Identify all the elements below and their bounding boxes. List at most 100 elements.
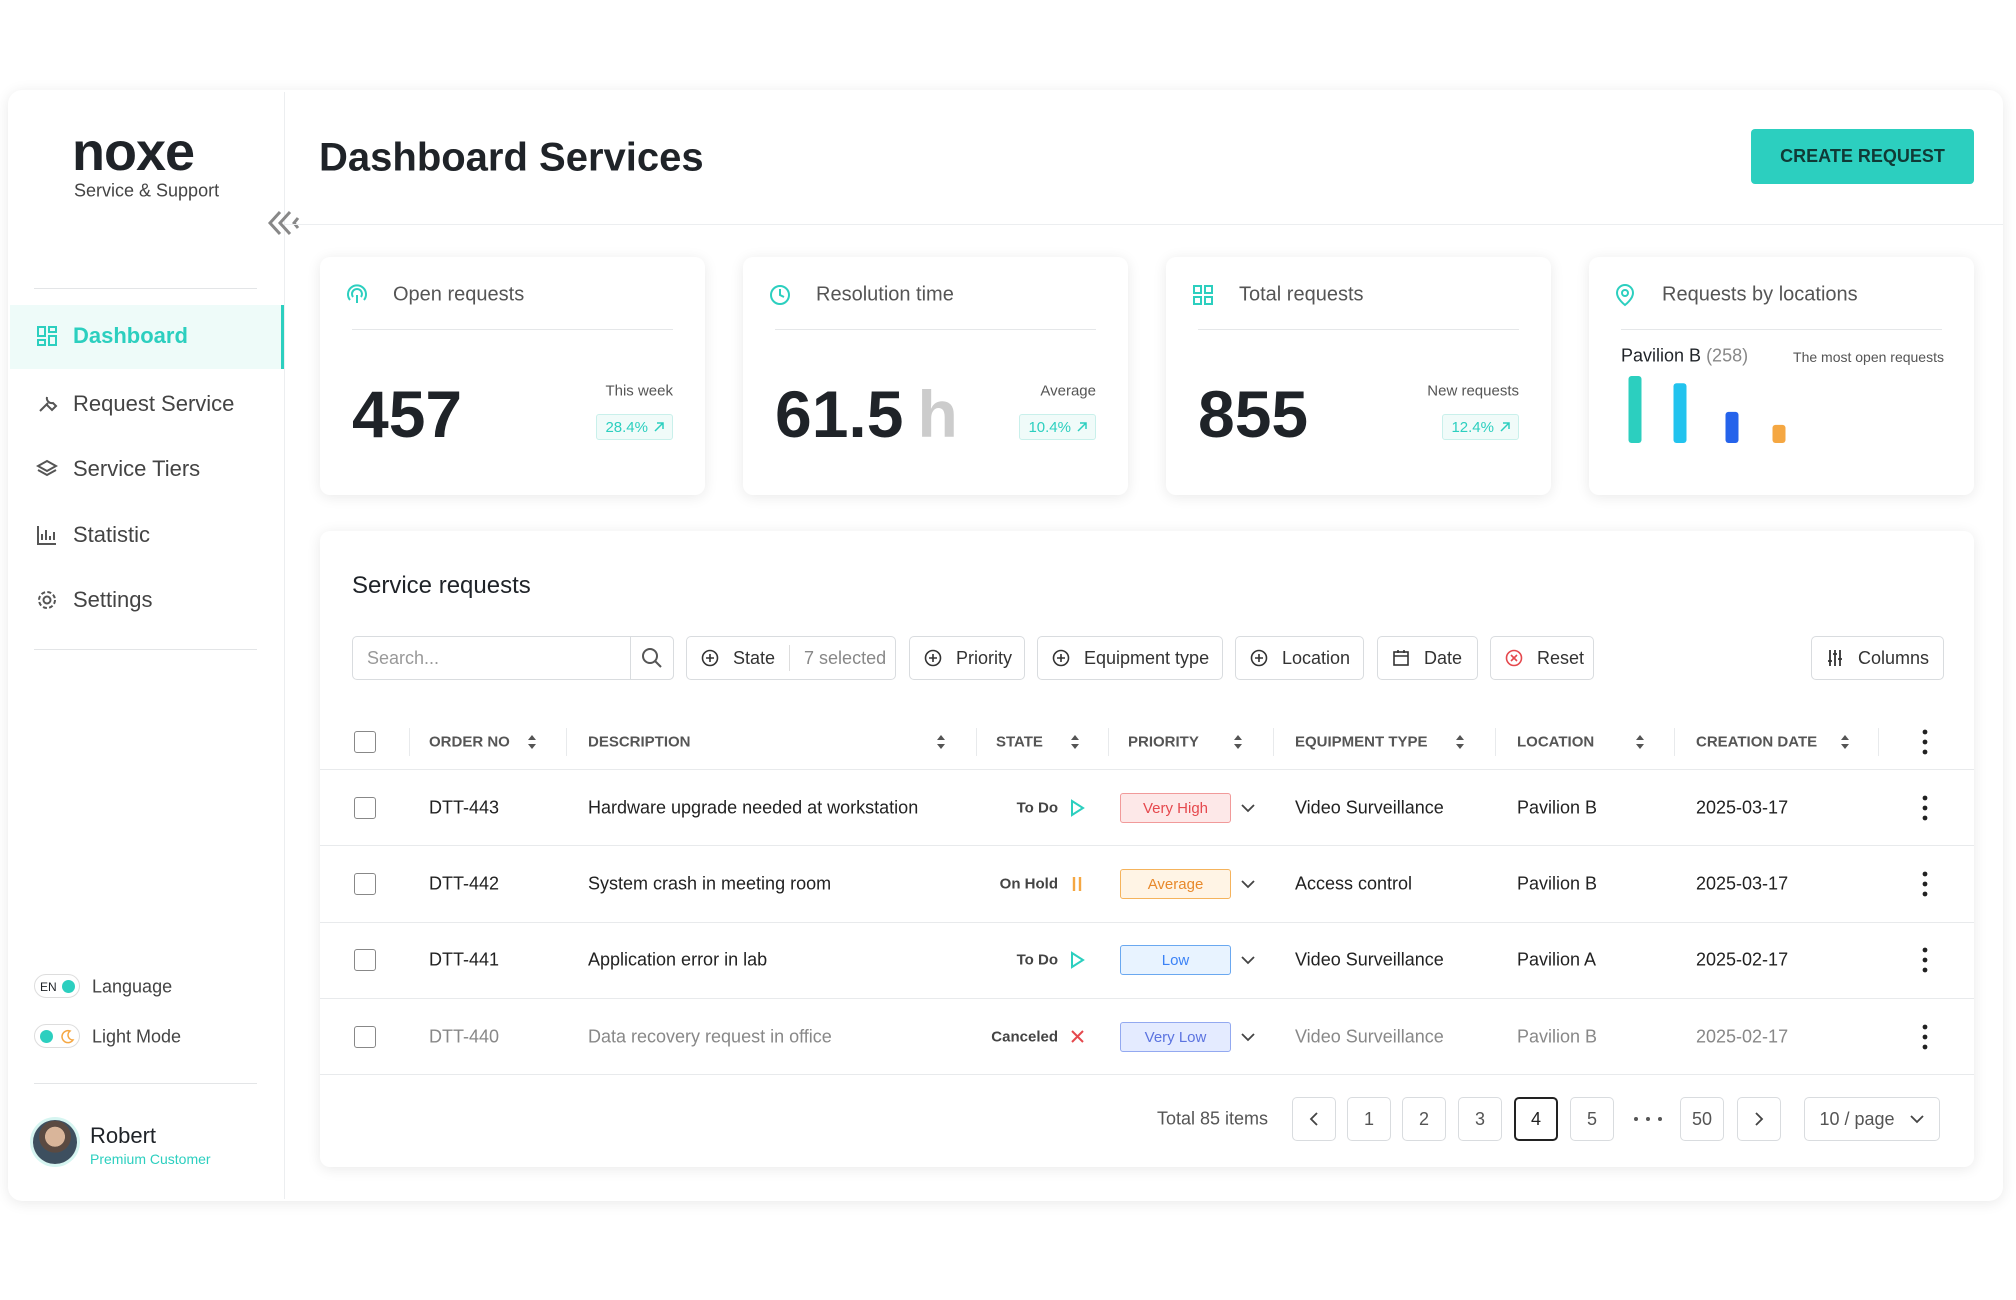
column-header[interactable]: ORDER NO: [429, 733, 510, 751]
stat-number: 457: [352, 377, 463, 451]
row-checkbox[interactable]: [354, 949, 376, 971]
nav-icon: [37, 526, 56, 545]
next-page[interactable]: [1737, 1097, 1781, 1141]
search-button[interactable]: [630, 636, 674, 680]
priority-dropdown: [1241, 880, 1255, 889]
sort-icon: [1636, 735, 1644, 749]
chevron-right: [1755, 1112, 1764, 1126]
divider: [34, 649, 257, 650]
description: Hardware upgrade needed at workstation: [588, 797, 919, 818]
column-separator: [409, 728, 410, 756]
column-separator: [566, 728, 567, 756]
page-button[interactable]: 4: [1514, 1097, 1558, 1141]
columns-button[interactable]: Columns: [1811, 636, 1944, 680]
stat-change: 10.4%: [1019, 414, 1096, 440]
chevron-down: [1909, 1115, 1924, 1124]
page-size-select[interactable]: 10 / page: [1804, 1097, 1940, 1141]
location-icon: [1615, 283, 1635, 307]
language-toggle[interactable]: EN: [34, 974, 80, 998]
state-filter[interactable]: State 7 selected: [686, 636, 896, 680]
row-checkbox[interactable]: [354, 1026, 376, 1048]
state-label: To Do: [1016, 799, 1058, 817]
row-checkbox[interactable]: [354, 797, 376, 819]
order-no: DTT-443: [429, 797, 500, 818]
requests-card: Service requests Search... State 7 select…: [320, 531, 1974, 1167]
sort-icon: [937, 735, 945, 749]
nav-item[interactable]: Service Tiers: [73, 456, 201, 481]
nav-item[interactable]: Dashboard: [73, 323, 188, 348]
page-button[interactable]: 2: [1402, 1097, 1446, 1141]
location: Pavilion A: [1517, 949, 1597, 970]
priority-badge[interactable]: Very High: [1120, 793, 1231, 823]
divider: [34, 1083, 257, 1084]
equipment-filter[interactable]: Equipment type: [1037, 636, 1223, 680]
date-filter[interactable]: Date: [1377, 636, 1478, 680]
nav-item[interactable]: Request Service: [73, 391, 235, 416]
mode-toggle[interactable]: [34, 1024, 80, 1048]
row-menu: [1922, 947, 1928, 973]
creation-date: 2025-02-17: [1696, 949, 1789, 970]
row-divider: [320, 769, 1974, 770]
state-icon: [1071, 799, 1085, 817]
filter-icon: [1052, 649, 1070, 667]
priority-badge[interactable]: Low: [1120, 945, 1231, 975]
location: Pavilion B: [1517, 797, 1598, 818]
page-button[interactable]: 3: [1458, 1097, 1502, 1141]
filter-icon: [1828, 650, 1842, 666]
nav-item[interactable]: Settings: [73, 587, 153, 612]
sort-icon: [528, 735, 536, 749]
equipment-type: Video Surveillance: [1295, 949, 1444, 970]
column-header[interactable]: PRIORITY: [1128, 733, 1199, 751]
locations-card: Requests by locations Pavilion B (258) T…: [1589, 257, 1974, 495]
priority-badge[interactable]: Average: [1120, 869, 1231, 899]
search-icon: [642, 648, 662, 668]
nav-icon: [39, 396, 58, 412]
change-value: 28.4%: [605, 418, 648, 436]
equipment-type: Video Surveillance: [1295, 1026, 1444, 1047]
card-title: Resolution time: [816, 283, 954, 306]
filter-label: Equipment type: [1084, 647, 1210, 668]
card-divider: [1198, 329, 1519, 330]
priority-filter[interactable]: Priority: [909, 636, 1025, 680]
toggle-knob: [40, 1030, 53, 1043]
stat-value: 457: [352, 376, 462, 452]
creation-date: 2025-03-17: [1696, 797, 1789, 818]
select-all-checkbox[interactable]: [354, 731, 376, 753]
page-button[interactable]: 50: [1680, 1097, 1724, 1141]
column-separator: [976, 728, 977, 756]
location-filter[interactable]: Location: [1235, 636, 1364, 680]
row-divider: [320, 845, 1974, 846]
stat-change: 28.4%: [596, 414, 673, 440]
nav-item[interactable]: Statistic: [73, 522, 151, 547]
collapse-button[interactable]: [266, 208, 306, 238]
stat-card: Open requests 457 This week 28.4%: [320, 257, 705, 495]
location-bar: [1628, 376, 1642, 443]
filter-label: Location: [1282, 647, 1351, 668]
priority-dropdown: [1241, 956, 1255, 965]
create-request-button[interactable]: CREATE REQUEST: [1751, 129, 1974, 184]
arrow-icon: [1500, 422, 1510, 432]
card-divider: [1621, 329, 1942, 330]
column-separator: [1495, 728, 1496, 756]
page-button[interactable]: 1: [1347, 1097, 1391, 1141]
reset-button[interactable]: Reset: [1490, 636, 1594, 680]
row-checkbox[interactable]: [354, 873, 376, 895]
page-button[interactable]: 5: [1570, 1097, 1614, 1141]
search-input[interactable]: Search...: [352, 636, 674, 680]
stat-number: 855: [1198, 377, 1309, 451]
state-icon: [1072, 877, 1082, 891]
prev-page[interactable]: [1292, 1097, 1336, 1141]
mode-label: Light Mode: [92, 1026, 182, 1047]
filter-icon: [1505, 649, 1523, 667]
stat-value: 61.5 h: [775, 376, 958, 452]
column-header[interactable]: STATE: [996, 733, 1043, 751]
column-header[interactable]: CREATION DATE: [1696, 733, 1818, 751]
column-header[interactable]: LOCATION: [1517, 733, 1595, 751]
filter-label: Columns: [1858, 647, 1930, 668]
logo: noxe: [72, 122, 195, 182]
column-header[interactable]: DESCRIPTION: [588, 733, 691, 751]
column-header[interactable]: EQUIPMENT TYPE: [1295, 733, 1428, 751]
state-label: On Hold: [999, 875, 1058, 893]
priority-badge[interactable]: Very Low: [1120, 1022, 1231, 1052]
change-value: 10.4%: [1028, 418, 1071, 436]
